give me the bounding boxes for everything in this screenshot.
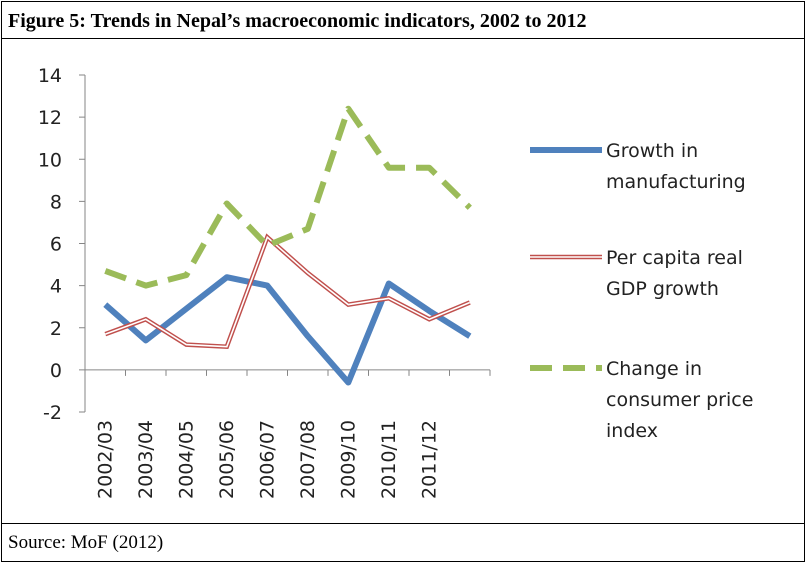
legend-label: Per capita real [606, 247, 743, 269]
legend-label: consumer price [606, 389, 753, 411]
legend-label: GDP growth [606, 278, 719, 300]
x-tick-label: 2009/10 [337, 420, 359, 499]
figure-source: Source: MoF (2012) [8, 532, 164, 553]
x-tick-label: 2011/12 [418, 420, 440, 499]
x-tick-label: 2005/06 [216, 420, 238, 499]
legend-label: index [606, 420, 658, 442]
y-tick-label: 4 [50, 276, 62, 298]
y-tick-label: -2 [43, 402, 62, 424]
x-tick-label: 2007/08 [297, 420, 319, 499]
y-tick-label: 8 [50, 191, 62, 213]
x-tick-label: 2006/07 [256, 420, 278, 499]
legend-label: Growth in [606, 140, 698, 162]
figure-title: Figure 5: Trends in Nepal’s macroeconomi… [8, 10, 587, 32]
x-tick-label: 2003/04 [135, 420, 157, 499]
y-tick-label: 0 [50, 360, 62, 382]
legend-label: manufacturing [606, 171, 746, 193]
y-tick-label: 10 [38, 149, 62, 171]
y-tick-label: 12 [38, 107, 62, 129]
series-line-gdp-inner [105, 235, 471, 348]
x-tick-label: 2002/03 [94, 420, 116, 499]
line-chart: -2 0 2 4 6 8 10 12 14 2002/03 2003/04 2004/05 2005/0… [38, 65, 754, 499]
legend-label: Change in [606, 358, 702, 380]
x-tick-label: 2010/11 [378, 420, 400, 499]
series-line-manufacturing [103, 274, 472, 386]
y-tick-label: 14 [38, 65, 62, 87]
figure-source-bar: Source: MoF (2012) [2, 523, 804, 562]
y-tick-label: 6 [50, 234, 62, 256]
series-line-cpi [104, 105, 472, 289]
figure-title-bar: Figure 5: Trends in Nepal’s macroeconomi… [2, 2, 804, 39]
x-tick-label: 2004/05 [175, 420, 197, 499]
series-line-gdp-outer [104, 233, 471, 350]
y-tick-label: 2 [50, 318, 62, 340]
